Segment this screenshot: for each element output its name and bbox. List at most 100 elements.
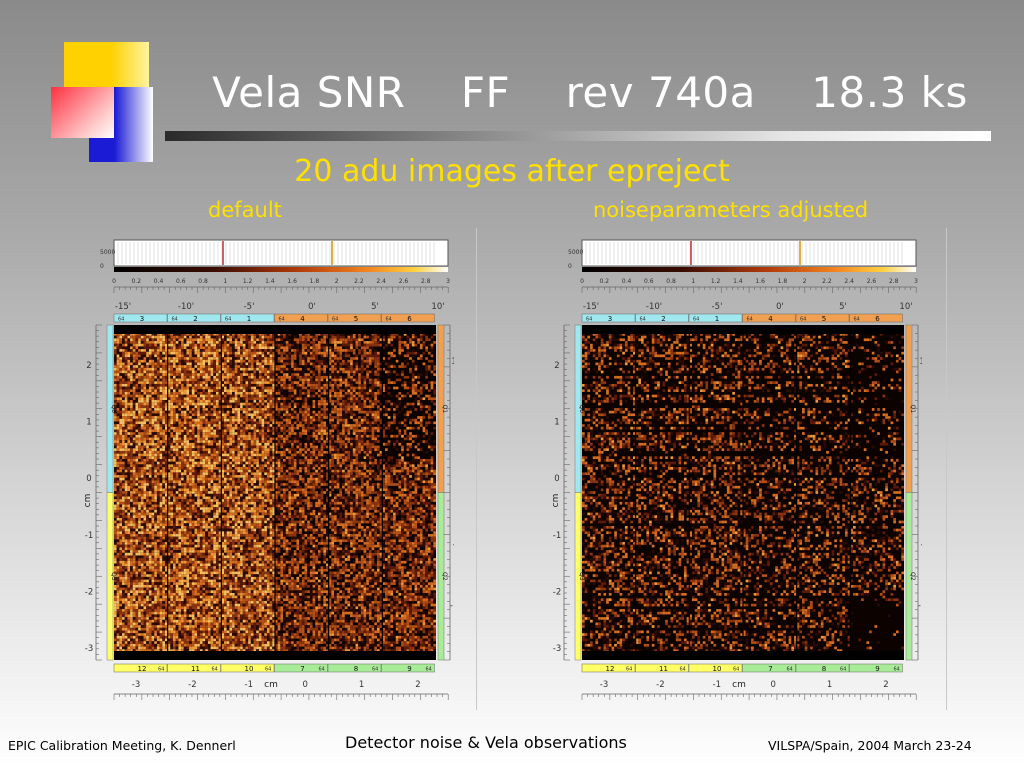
detector-image-adjusted: 5000 0 0 0.2 0.4 0.6 0.8 1 1.2 1.4 1.6 1.8 2 2.2 2.4 2.… xyxy=(542,232,922,710)
ccd-number: 10 xyxy=(713,665,722,673)
colorbar-tick-label: 1.2 xyxy=(243,278,253,285)
cm-left-label: 2 xyxy=(86,361,91,371)
colorbar-tick-label: 1.6 xyxy=(287,278,297,285)
footer-center: Detector noise & Vela observations xyxy=(345,733,627,752)
cm-bottom-label: -2 xyxy=(656,680,664,690)
colorbar-tick-label: 1 xyxy=(691,278,695,285)
arcmin-right-label: -10' xyxy=(450,601,454,611)
ccd-top-bar xyxy=(849,313,903,323)
arcmin-top-label: 5' xyxy=(371,302,379,312)
arcmin-top-label: -10' xyxy=(178,302,194,312)
colorbar-tick-label: 0.8 xyxy=(198,278,208,285)
colorbar-tick-label: 0.8 xyxy=(666,278,676,285)
ccd-top-bar xyxy=(113,313,168,323)
ccd-tag: 64 xyxy=(747,317,753,323)
ccd-top-bar xyxy=(635,313,689,323)
slide-title: Vela SNR FF rev 740a 18.3 ks xyxy=(212,68,968,117)
arcmin-top-label: -10' xyxy=(646,302,662,312)
ccd-tag: 64 xyxy=(586,317,592,323)
ccd-tag: 64 xyxy=(386,317,392,323)
quadrant-label: Q0 xyxy=(110,404,117,413)
ccd-bottom-bar xyxy=(274,663,328,673)
ccd-tag: 64 xyxy=(693,317,699,323)
colorbar-tick-label: 2 xyxy=(335,278,339,285)
ccd-tag: 64 xyxy=(319,667,325,673)
arcmin-right-label: -5' xyxy=(453,540,454,550)
ccd-bottom-bar xyxy=(742,663,796,673)
ccd-number: 12 xyxy=(606,665,615,673)
panel-label-default: default xyxy=(208,198,282,222)
title-underline xyxy=(165,131,991,141)
colorbar-tick-label: 1 xyxy=(223,278,227,285)
colorbar-tick-label: 0.4 xyxy=(622,278,632,285)
cm-left-label: 0 xyxy=(86,474,91,484)
cm-axis-unit: cm xyxy=(551,494,561,508)
ccd-bottom-bar xyxy=(220,663,275,673)
cm-axis-unit: cm xyxy=(264,680,278,690)
ccd-tag: 64 xyxy=(854,317,860,323)
colorbar-tick-label: 0.4 xyxy=(154,278,164,285)
cm-left-label: -2 xyxy=(85,587,93,597)
footer-right: VILSPA/Spain, 2004 March 23-24 xyxy=(768,738,972,753)
colorbar-tick-label: 0.2 xyxy=(599,278,609,285)
ccd-bottom-bar xyxy=(635,663,689,673)
detector-pixel-map xyxy=(582,325,904,660)
arcmin-right-label: 10' xyxy=(919,357,922,367)
cm-left-label: -2 xyxy=(553,587,561,597)
ccd-tag: 64 xyxy=(894,667,900,673)
slide-subtitle: 20 adu images after epreject xyxy=(294,154,730,189)
arcmin-top-label: -15' xyxy=(583,302,599,312)
arcmin-right-label: -10' xyxy=(918,601,922,611)
detector-figure: 5000 0 0 0.2 0.4 0.6 0.8 1 1.2 1.4 1.6 1.8 2 2.2 2.4 2.… xyxy=(83,239,454,700)
cm-bottom-label: 2 xyxy=(415,680,420,690)
cm-bottom-label: -3 xyxy=(132,680,140,690)
ccd-bottom-bar xyxy=(688,663,743,673)
ccd-tag: 64 xyxy=(426,667,432,673)
arcmin-top-label: 0' xyxy=(776,302,784,312)
ccd-bottom-bar xyxy=(381,663,435,673)
detector-figure: 5000 0 0 0.2 0.4 0.6 0.8 1 1.2 1.4 1.6 1.8 2 2.2 2.4 2.… xyxy=(551,239,922,700)
cm-left-label: 1 xyxy=(554,418,559,428)
ccd-number: 9 xyxy=(407,665,411,673)
colorbar-tick-label: 2.4 xyxy=(844,278,854,285)
arcmin-top-label: -15' xyxy=(115,302,131,312)
cm-bottom-label: -1 xyxy=(245,680,253,690)
panel-divider-right xyxy=(946,228,947,710)
ccd-tag: 64 xyxy=(640,317,646,323)
cm-bottom-label: 2 xyxy=(883,680,888,690)
ccd-number: 5 xyxy=(822,315,826,323)
ccd-top-bar xyxy=(381,313,435,323)
ccd-bottom-bar xyxy=(795,663,850,673)
ccd-number: 11 xyxy=(659,665,668,673)
cm-axis-unit: cm xyxy=(83,494,93,508)
ccd-number: 7 xyxy=(300,665,304,673)
cm-bottom-label: -1 xyxy=(713,680,721,690)
panel-divider-left xyxy=(476,228,477,710)
colorbar-tick-label: 1.4 xyxy=(265,278,275,285)
cm-bottom-label: 0 xyxy=(770,680,775,690)
ccd-top-bar xyxy=(327,313,382,323)
ccd-tag: 64 xyxy=(840,667,846,673)
ccd-number: 1 xyxy=(247,315,251,323)
ccd-number: 5 xyxy=(354,315,358,323)
ccd-tag: 64 xyxy=(279,317,285,323)
cm-left-label: 0 xyxy=(554,474,559,484)
ccd-number: 8 xyxy=(822,665,826,673)
arcmin-right-label: 10' xyxy=(451,357,454,367)
colorbar-tick-label: 2.8 xyxy=(421,278,431,285)
colorbar-tick-label: 2.6 xyxy=(399,278,409,285)
ccd-top-bar xyxy=(274,313,328,323)
arcmin-top-label: 0' xyxy=(308,302,316,312)
ccd-bottom-bar xyxy=(167,663,221,673)
colorbar xyxy=(114,267,448,272)
histogram-label: 0 xyxy=(568,263,572,270)
ccd-number: 1 xyxy=(715,315,719,323)
ccd-number: 10 xyxy=(245,665,254,673)
ccd-tag: 64 xyxy=(118,317,124,323)
ccd-number: 2 xyxy=(193,315,197,323)
ccd-number: 12 xyxy=(138,665,147,673)
colorbar-tick-label: 1.8 xyxy=(310,278,320,285)
footer-left: EPIC Calibration Meeting, K. Dennerl xyxy=(8,738,236,753)
colorbar-tick-label: 2.4 xyxy=(376,278,386,285)
quadrant-label: Q3 xyxy=(110,572,117,581)
